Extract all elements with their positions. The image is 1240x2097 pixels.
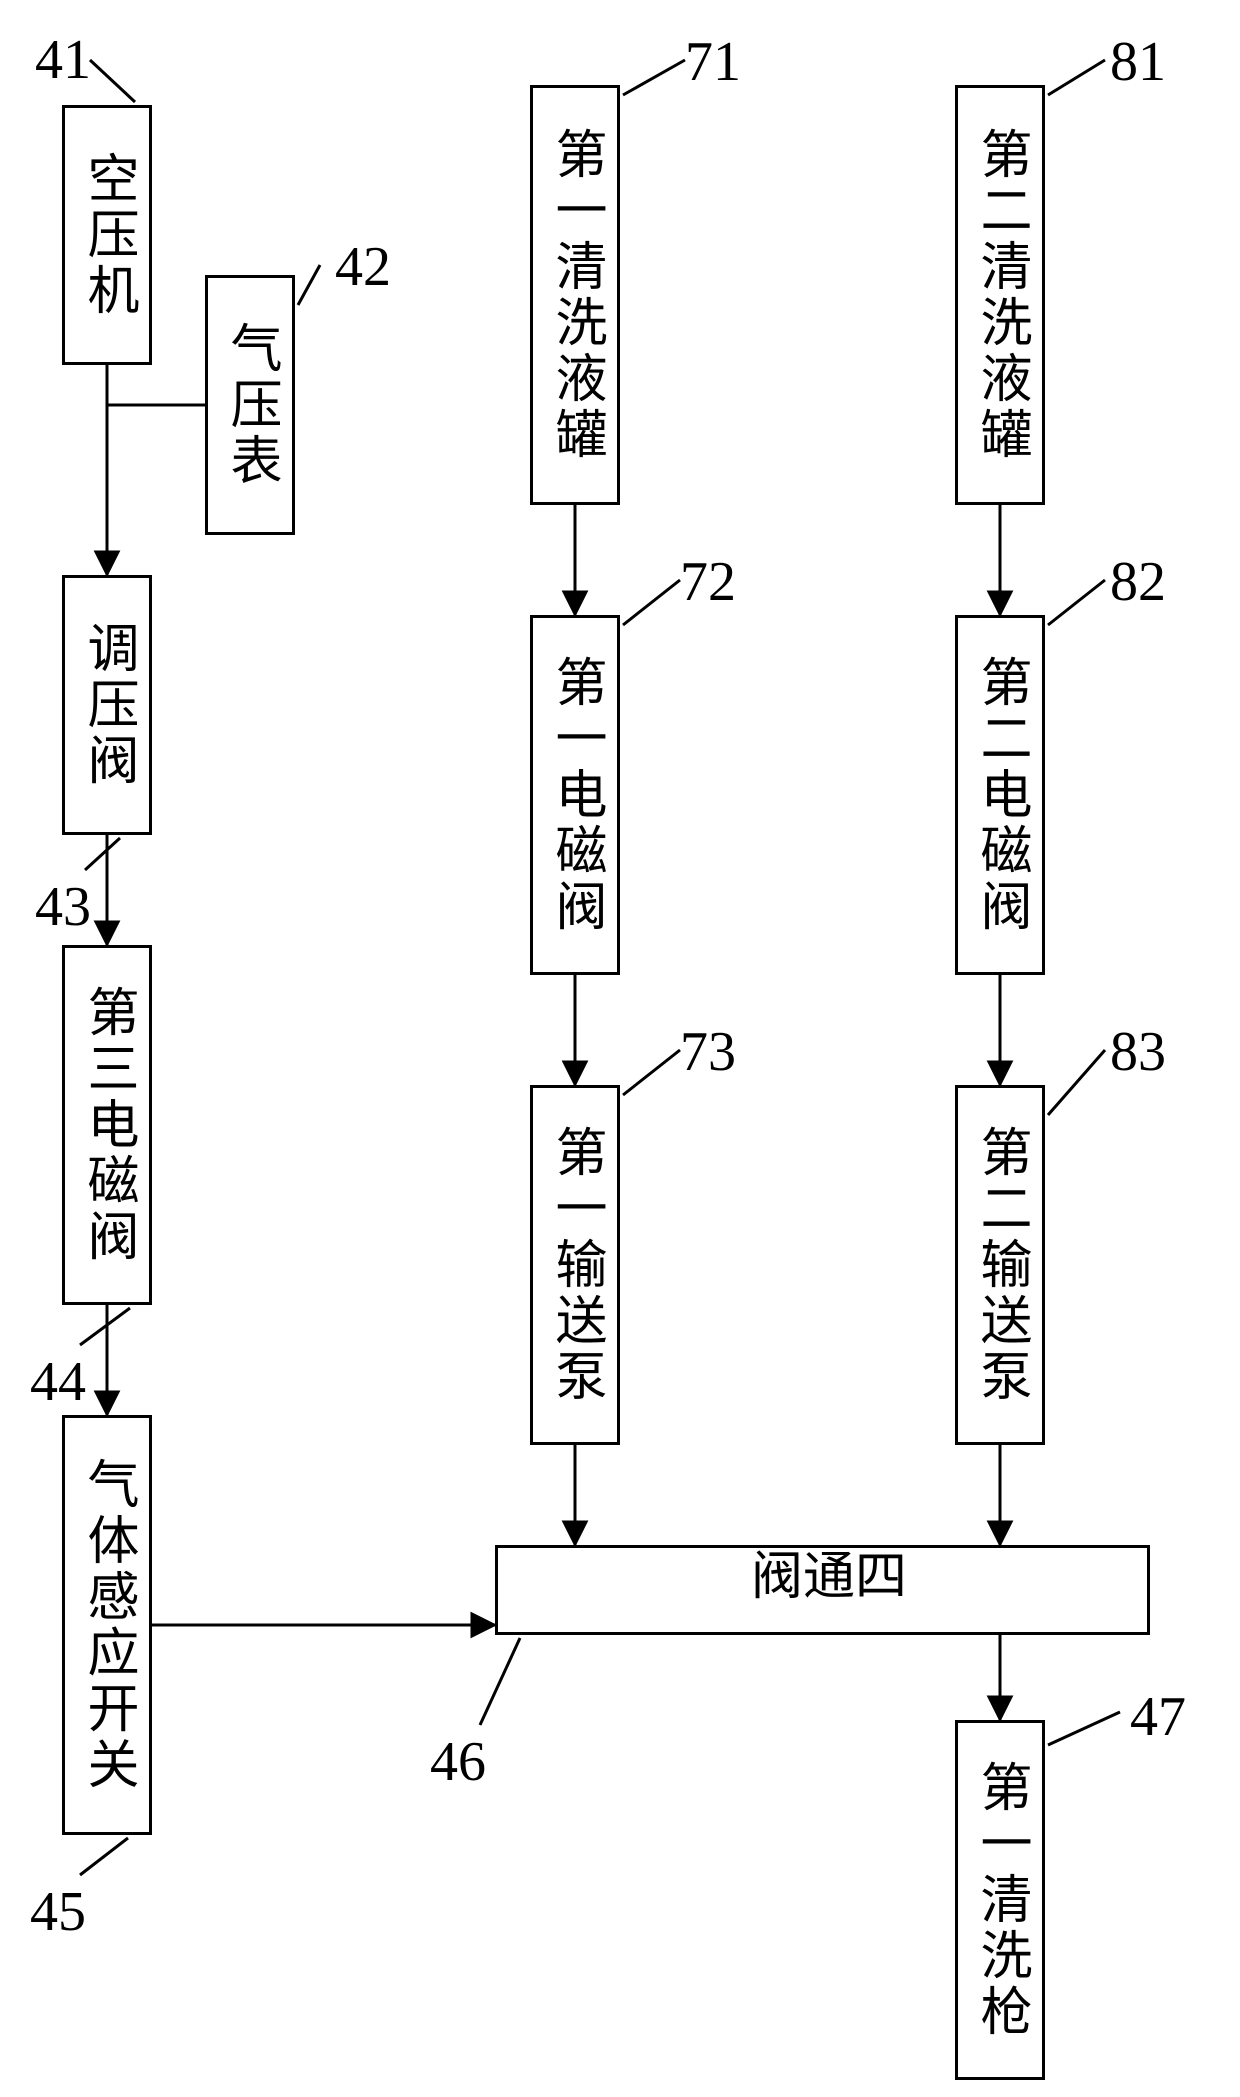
node-label: 第二输送泵 xyxy=(974,1125,1026,1405)
node-gas-sensor-switch: 气体感应开关 xyxy=(62,1415,152,1835)
node-wash-gun-1: 第一清洗枪 xyxy=(955,1720,1045,2080)
connector-overlay xyxy=(0,0,1240,2097)
node-tank-2: 第二清洗液罐 xyxy=(955,85,1045,505)
node-label: 气压表 xyxy=(224,321,276,489)
node-pressure-regulator: 调压阀 xyxy=(62,575,152,835)
node-label: 气体感应开关 xyxy=(81,1457,133,1793)
ref-label-47: 47 xyxy=(1130,1685,1186,1749)
ref-label-43: 43 xyxy=(35,875,91,939)
node-solenoid-3: 第三电磁阀 xyxy=(62,945,152,1305)
node-air-compressor: 空压机 xyxy=(62,105,152,365)
node-tank-1: 第一清洗液罐 xyxy=(530,85,620,505)
ref-label-72: 72 xyxy=(680,550,736,614)
node-label: 第一清洗枪 xyxy=(974,1760,1026,2040)
node-four-way-valve: 四通阀 xyxy=(495,1545,1150,1635)
node-label: 第三电磁阀 xyxy=(81,985,133,1265)
node-solenoid-1: 第一电磁阀 xyxy=(530,615,620,975)
ref-label-73: 73 xyxy=(680,1020,736,1084)
node-label: 第一清洗液罐 xyxy=(549,127,601,463)
node-label: 空压机 xyxy=(81,151,133,319)
ref-label-81: 81 xyxy=(1110,30,1166,94)
node-pressure-gauge: 气压表 xyxy=(205,275,295,535)
ref-label-71: 71 xyxy=(685,30,741,94)
ref-label-46: 46 xyxy=(430,1730,486,1794)
node-label: 第一输送泵 xyxy=(549,1125,601,1405)
node-label: 第二电磁阀 xyxy=(974,655,1026,935)
node-label: 四通阀 xyxy=(745,1548,901,1632)
ref-label-83: 83 xyxy=(1110,1020,1166,1084)
node-label: 第一电磁阀 xyxy=(549,655,601,935)
node-pump-1: 第一输送泵 xyxy=(530,1085,620,1445)
node-label: 第二清洗液罐 xyxy=(974,127,1026,463)
ref-label-42: 42 xyxy=(335,235,391,299)
node-label: 调压阀 xyxy=(81,621,133,789)
node-pump-2: 第二输送泵 xyxy=(955,1085,1045,1445)
ref-label-45: 45 xyxy=(30,1880,86,1944)
ref-label-44: 44 xyxy=(30,1350,86,1414)
ref-label-82: 82 xyxy=(1110,550,1166,614)
node-solenoid-2: 第二电磁阀 xyxy=(955,615,1045,975)
ref-label-41: 41 xyxy=(35,28,91,92)
